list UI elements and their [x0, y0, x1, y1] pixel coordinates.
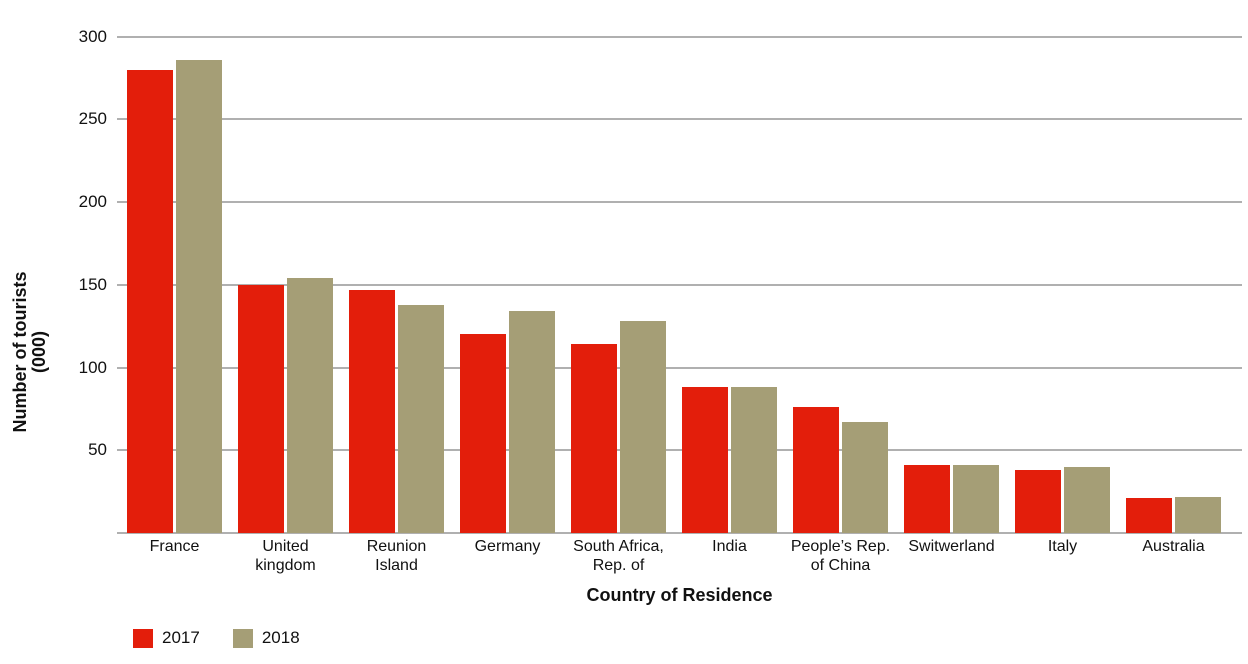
y-tick-label: 300 [78, 26, 107, 46]
x-category-label-line: Italy [1047, 538, 1078, 555]
bar-2017-india [682, 387, 728, 533]
x-category-label-line: India [712, 538, 747, 555]
x-category-label: People’s Rep. of China [766, 537, 916, 575]
bar-2018-france [176, 60, 222, 533]
bar-2017-south-africa-rep-of [571, 344, 617, 533]
bar-2017-italy [1015, 470, 1061, 533]
x-category-label: France [100, 537, 250, 556]
y-tick-label: 250 [78, 109, 107, 129]
x-category-label-line: Island [375, 557, 418, 574]
bar-2018-switwerland [953, 465, 999, 533]
bar-2018-italy [1064, 467, 1110, 533]
bar-2017-reunion-island [349, 290, 395, 533]
x-category-label: India [655, 537, 805, 556]
x-category-label-line: Switwerland [908, 538, 995, 555]
y-tick-label: 150 [78, 274, 107, 294]
x-axis-line [117, 532, 1242, 534]
x-axis-title: Country of Residence [586, 585, 773, 605]
x-category-label-line: France [149, 538, 200, 555]
gridline-50 [117, 449, 1242, 452]
x-category-label: Australia [1099, 537, 1248, 556]
bar-2018-reunion-island [398, 305, 444, 533]
legend-swatch-2017 [133, 628, 153, 648]
y-tick-label: 50 [88, 440, 107, 460]
x-category-label-line: Australia [1142, 538, 1205, 555]
legend-item-2017: 2017 [133, 628, 200, 648]
bar-2017-switwerland [904, 465, 950, 533]
bar-2018-india [731, 387, 777, 533]
x-category-label-line: kingdom [255, 557, 316, 574]
y-tick-label: 200 [78, 192, 107, 211]
legend: 2017 2018 [133, 628, 300, 648]
gridline-250 [117, 118, 1242, 121]
y-tick-label: 100 [78, 357, 107, 377]
x-category-label-line: United [262, 538, 309, 555]
bar-2018-germany [509, 311, 555, 533]
x-category-label: Italy [988, 537, 1138, 556]
x-category-label-line: South Africa, [573, 538, 664, 555]
bar-2017-people-s-rep-of-china [793, 407, 839, 533]
bar-2017-france [127, 70, 173, 533]
legend-label-2017: 2017 [162, 628, 200, 647]
legend-label-2018: 2018 [261, 628, 300, 647]
legend-swatch-2018 [232, 628, 253, 648]
x-category-label: Switwerland [877, 537, 1027, 556]
gridline-100 [117, 366, 1242, 369]
x-category-label: Germany [433, 537, 583, 556]
bar-2017-germany [460, 334, 506, 533]
bar-2018-australia [1175, 497, 1221, 533]
x-category-label-line: Germany [474, 538, 541, 555]
bar-2017-australia [1126, 498, 1172, 533]
x-category-label: Reunion Island [322, 537, 472, 575]
bar-2017-united-kingdom [238, 285, 284, 533]
bar-2018-united-kingdom [287, 278, 333, 533]
x-category-label: United kingdom [211, 537, 361, 575]
gridline-300 [117, 35, 1242, 38]
legend-item-2018: 2018 [232, 628, 300, 648]
gridline-150 [117, 283, 1242, 286]
bar-2018-south-africa-rep-of [620, 321, 666, 533]
gridline-200 [117, 201, 1242, 203]
x-category-label-line: Reunion [366, 538, 427, 555]
x-category-label-line: Rep. of [592, 557, 645, 574]
x-category-label-line: People’s Rep. [790, 538, 891, 555]
x-category-label: South Africa, Rep. of [544, 537, 694, 575]
x-category-label-line: of China [810, 557, 871, 574]
bar-2018-people-s-rep-of-china [842, 422, 888, 533]
